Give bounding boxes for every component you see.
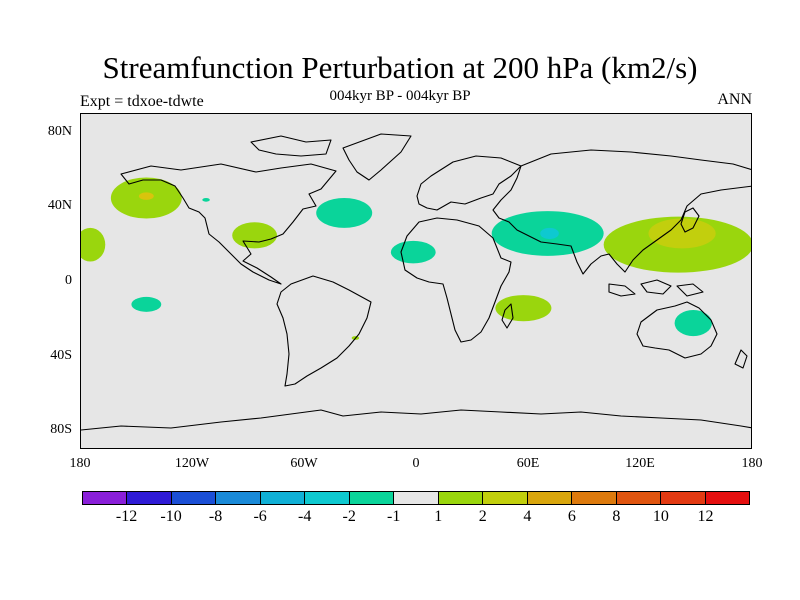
anomaly-region [138,192,154,200]
anomaly-region [540,227,559,240]
coast-madagascar [501,303,514,329]
coast-south-america [276,275,372,387]
coast-arctic-islands [250,135,332,157]
colorbar-swatch [661,492,706,504]
map-background [81,114,751,448]
colorbar-swatch [616,492,662,504]
x-tick-label: 60W [290,456,318,471]
anomaly-region [131,296,162,312]
x-tick-label: 180 [741,456,763,471]
anomaly-region [674,310,712,337]
coast-north-america [120,163,337,285]
colorbar-label: 12 [697,508,714,525]
season-label: ANN [717,91,752,108]
y-tick-label: 40N [47,198,72,214]
coast-asia [492,149,751,275]
colorbar-label: -2 [342,508,356,525]
chart-subtitle: 004kyr BP - 004kyr BP [329,88,471,104]
x-tick-label: 180 [69,456,91,471]
colorbar-swatch [305,492,350,504]
colorbar-label: -1 [387,508,401,525]
x-tick-label: 120E [625,456,655,471]
colorbar-swatch [438,492,484,504]
colorbar-label: 8 [612,508,621,525]
anomaly-region [648,218,716,249]
colorbar-label: 10 [652,508,669,525]
colorbar-swatch [572,492,617,504]
y-tick-label: 80N [47,123,72,139]
x-tick-label: 120W [174,456,210,471]
colorbar-swatch [349,492,395,504]
colorbar-label: -6 [253,508,267,525]
map-panel [80,113,752,449]
y-tick-label: 80S [50,422,72,438]
coast-australia [636,301,718,359]
colorbar-label: -10 [160,508,182,525]
coast-new-zealand [734,349,748,369]
colorbar-label: -8 [208,508,223,525]
colorbar-label: -4 [297,508,312,525]
anomaly-region [232,222,277,249]
coast-africa [400,217,512,343]
colorbar-label: 2 [478,508,487,525]
coast-japan [680,207,700,233]
anomaly-region [495,295,552,322]
world-map [81,114,751,448]
colorbar-label: -12 [115,508,138,525]
colorbar-swatch [83,492,128,504]
anomaly-layer [81,177,751,340]
coast-antarctica [81,409,751,431]
anomaly-region [202,198,210,202]
colorbar-swatch [216,492,261,504]
colorbar-swatch [127,492,172,504]
coast-europe [416,155,522,211]
colorbar-swatch [527,492,573,504]
experiment-label: Expt = tdxoe-tdwte [80,93,204,110]
colorbar-label: 1 [434,508,443,525]
anomaly-region [81,227,106,262]
coastlines [81,133,751,431]
colorbar-swatch [394,492,439,504]
colorbar [82,491,750,505]
x-tick-label: 0 [412,456,420,471]
y-tick-label: 0 [65,273,72,288]
colorbar-swatch [260,492,306,504]
colorbar-swatch [483,492,528,504]
coast-maritime-se-asia [608,279,704,297]
chart-title: Streamfunction Perturbation at 200 hPa (… [102,50,698,85]
colorbar-swatch [171,492,217,504]
x-tick-label: 60E [516,456,540,471]
colorbar-label: 4 [523,508,532,525]
anomaly-region [316,198,373,228]
anomaly-region [390,240,436,264]
y-tick-label: 40S [50,347,72,363]
colorbar-label: 6 [567,508,576,525]
colorbar-swatch [705,492,750,504]
coast-greenland [342,133,412,181]
